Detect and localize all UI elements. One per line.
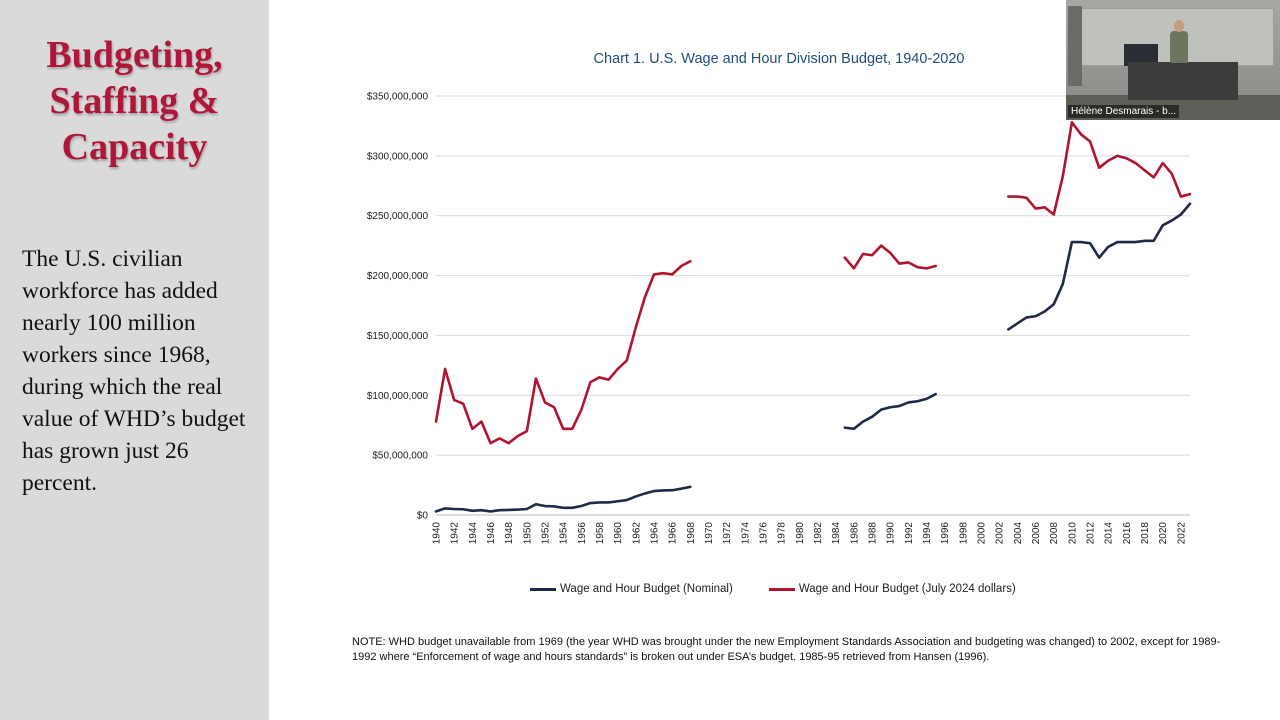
- participant-name-label: Hélène Desmarais - b...: [1068, 105, 1180, 118]
- video-door: [1068, 6, 1082, 86]
- x-tick-label: 1960: [613, 522, 624, 545]
- x-tick-label: 1964: [650, 522, 661, 545]
- x-tick-label: 1982: [813, 522, 824, 545]
- participant-video-tile[interactable]: Hélène Desmarais - b...: [1066, 0, 1280, 120]
- slide-title: Budgeting, Staffing & Capacity: [0, 32, 269, 170]
- x-tick-label: 1984: [831, 522, 842, 545]
- x-tick-label: 1968: [686, 522, 697, 545]
- series-line-nominal: [434, 485, 692, 513]
- x-tick-label: 1990: [886, 522, 897, 545]
- series-line-real: [843, 244, 937, 270]
- video-desk: [1128, 62, 1238, 100]
- slide-sidebar: Budgeting, Staffing & Capacity The U.S. …: [0, 0, 269, 720]
- x-tick-label: 1942: [450, 522, 461, 545]
- slide-title-line: Capacity: [61, 126, 208, 168]
- legend-label-real: Wage and Hour Budget (July 2024 dollars): [798, 583, 1016, 595]
- legend-swatch-nominal: [530, 587, 556, 591]
- x-tick-label: 2000: [977, 522, 988, 545]
- slide-title-line: Budgeting,: [46, 34, 223, 76]
- x-tick-label: 2012: [1086, 522, 1097, 545]
- y-tick-label: $50,000,000: [372, 451, 428, 462]
- x-tick-label: 1948: [504, 522, 515, 545]
- x-tick-label: 1986: [849, 522, 860, 545]
- x-tick-label: 1994: [922, 522, 933, 545]
- y-tick-label: $300,000,000: [367, 151, 429, 162]
- x-tick-label: 1992: [904, 522, 915, 545]
- x-tick-label: 1976: [759, 522, 770, 545]
- legend-item-nominal: Wage and Hour Budget (Nominal): [530, 583, 733, 595]
- x-tick-label: 2010: [1067, 522, 1078, 545]
- legend-item-real: Wage and Hour Budget (July 2024 dollars): [768, 583, 1016, 595]
- x-tick-label: 1972: [722, 522, 733, 545]
- x-tick-label: 1956: [577, 522, 588, 545]
- x-tick-label: 1970: [704, 522, 715, 545]
- y-tick-label: $250,000,000: [367, 211, 429, 222]
- x-tick-label: 1962: [631, 522, 642, 545]
- x-tick-label: 1966: [668, 522, 679, 545]
- chart-footnote: NOTE: WHD budget unavailable from 1969 (…: [352, 636, 1221, 663]
- y-tick-label: $200,000,000: [367, 271, 429, 282]
- x-tick-label: 2018: [1140, 522, 1151, 545]
- x-tick-label: 2016: [1122, 522, 1133, 545]
- x-tick-label: 1988: [868, 522, 879, 545]
- chart-panel: [269, 0, 1280, 720]
- chart-title: Chart 1. U.S. Wage and Hour Division Bud…: [593, 51, 964, 67]
- x-tick-label: 2014: [1104, 522, 1115, 545]
- y-tick-label: $150,000,000: [367, 331, 429, 342]
- x-tick-label: 1996: [940, 522, 951, 545]
- series-line-nominal: [1007, 202, 1192, 331]
- series-line-real: [434, 259, 692, 445]
- x-tick-label: 2022: [1176, 522, 1187, 545]
- x-tick-label: 2020: [1158, 522, 1169, 545]
- x-tick-label: 1974: [740, 522, 751, 545]
- x-tick-label: 1950: [522, 522, 533, 545]
- x-tick-label: 1978: [777, 522, 788, 545]
- x-tick-label: 2006: [1031, 522, 1042, 545]
- y-tick-label: $0: [417, 511, 429, 522]
- video-person: [1170, 31, 1188, 63]
- x-tick-label: 1946: [486, 522, 497, 545]
- video-monitor: [1124, 44, 1158, 66]
- x-tick-label: 1952: [541, 522, 552, 545]
- slide-title-line: Staffing &: [49, 80, 220, 122]
- x-tick-label: 1958: [595, 522, 606, 545]
- slide-body-text: The U.S. civilian workforce has added ne…: [22, 246, 246, 496]
- video-person-head: [1174, 20, 1184, 32]
- x-tick-label: 1980: [795, 522, 806, 545]
- x-tick-label: 2004: [1013, 522, 1024, 545]
- chart-legend: Wage and Hour Budget (Nominal) Wage and …: [530, 580, 1052, 598]
- series-line-real: [1007, 121, 1192, 216]
- legend-label-nominal: Wage and Hour Budget (Nominal): [560, 583, 733, 595]
- x-tick-label: 2008: [1049, 522, 1060, 545]
- series-line-nominal: [843, 392, 937, 431]
- legend-swatch-real: [768, 587, 795, 591]
- x-tick-label: 1954: [559, 522, 570, 545]
- y-tick-label: $100,000,000: [367, 391, 429, 402]
- x-tick-label: 1940: [432, 522, 443, 545]
- x-tick-label: 1944: [468, 522, 479, 545]
- x-tick-label: 2002: [995, 522, 1006, 545]
- y-tick-label: $350,000,000: [367, 92, 429, 103]
- x-tick-label: 1998: [958, 522, 969, 545]
